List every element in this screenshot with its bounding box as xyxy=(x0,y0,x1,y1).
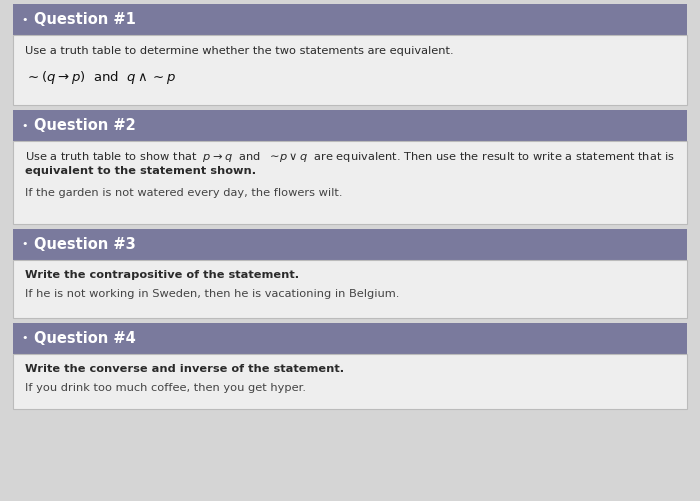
FancyBboxPatch shape xyxy=(13,110,687,141)
Text: Write the converse and inverse of the statement.: Write the converse and inverse of the st… xyxy=(25,364,344,374)
Text: If he is not working in Sweden, then he is vacationing in Belgium.: If he is not working in Sweden, then he … xyxy=(25,289,400,299)
Text: •: • xyxy=(22,333,28,343)
Text: Question #3: Question #3 xyxy=(34,237,135,252)
Text: •: • xyxy=(22,121,28,131)
FancyBboxPatch shape xyxy=(13,323,687,354)
Text: •: • xyxy=(22,15,28,25)
Text: equivalent to the statement shown.: equivalent to the statement shown. xyxy=(25,166,256,176)
FancyBboxPatch shape xyxy=(13,35,687,105)
Text: $\sim (q \rightarrow p)$  and  $q \wedge \sim p$: $\sim (q \rightarrow p)$ and $q \wedge \… xyxy=(25,69,176,86)
FancyBboxPatch shape xyxy=(13,4,687,35)
Text: If the garden is not watered every day, the flowers wilt.: If the garden is not watered every day, … xyxy=(25,188,343,198)
FancyBboxPatch shape xyxy=(13,141,687,224)
Text: Question #4: Question #4 xyxy=(34,331,135,346)
Text: Question #1: Question #1 xyxy=(34,12,136,27)
FancyBboxPatch shape xyxy=(13,260,687,318)
FancyBboxPatch shape xyxy=(13,229,687,260)
Text: Use a truth table to show that  $p \rightarrow q$  and  $\sim\! p \vee q$  are e: Use a truth table to show that $p \right… xyxy=(25,150,675,164)
Text: Write the contrapositive of the statement.: Write the contrapositive of the statemen… xyxy=(25,270,300,280)
FancyBboxPatch shape xyxy=(13,354,687,409)
Text: •: • xyxy=(22,239,28,249)
Text: Question #2: Question #2 xyxy=(34,118,135,133)
Text: If you drink too much coffee, then you get hyper.: If you drink too much coffee, then you g… xyxy=(25,383,306,393)
Text: Use a truth table to determine whether the two statements are equivalent.: Use a truth table to determine whether t… xyxy=(25,46,454,56)
